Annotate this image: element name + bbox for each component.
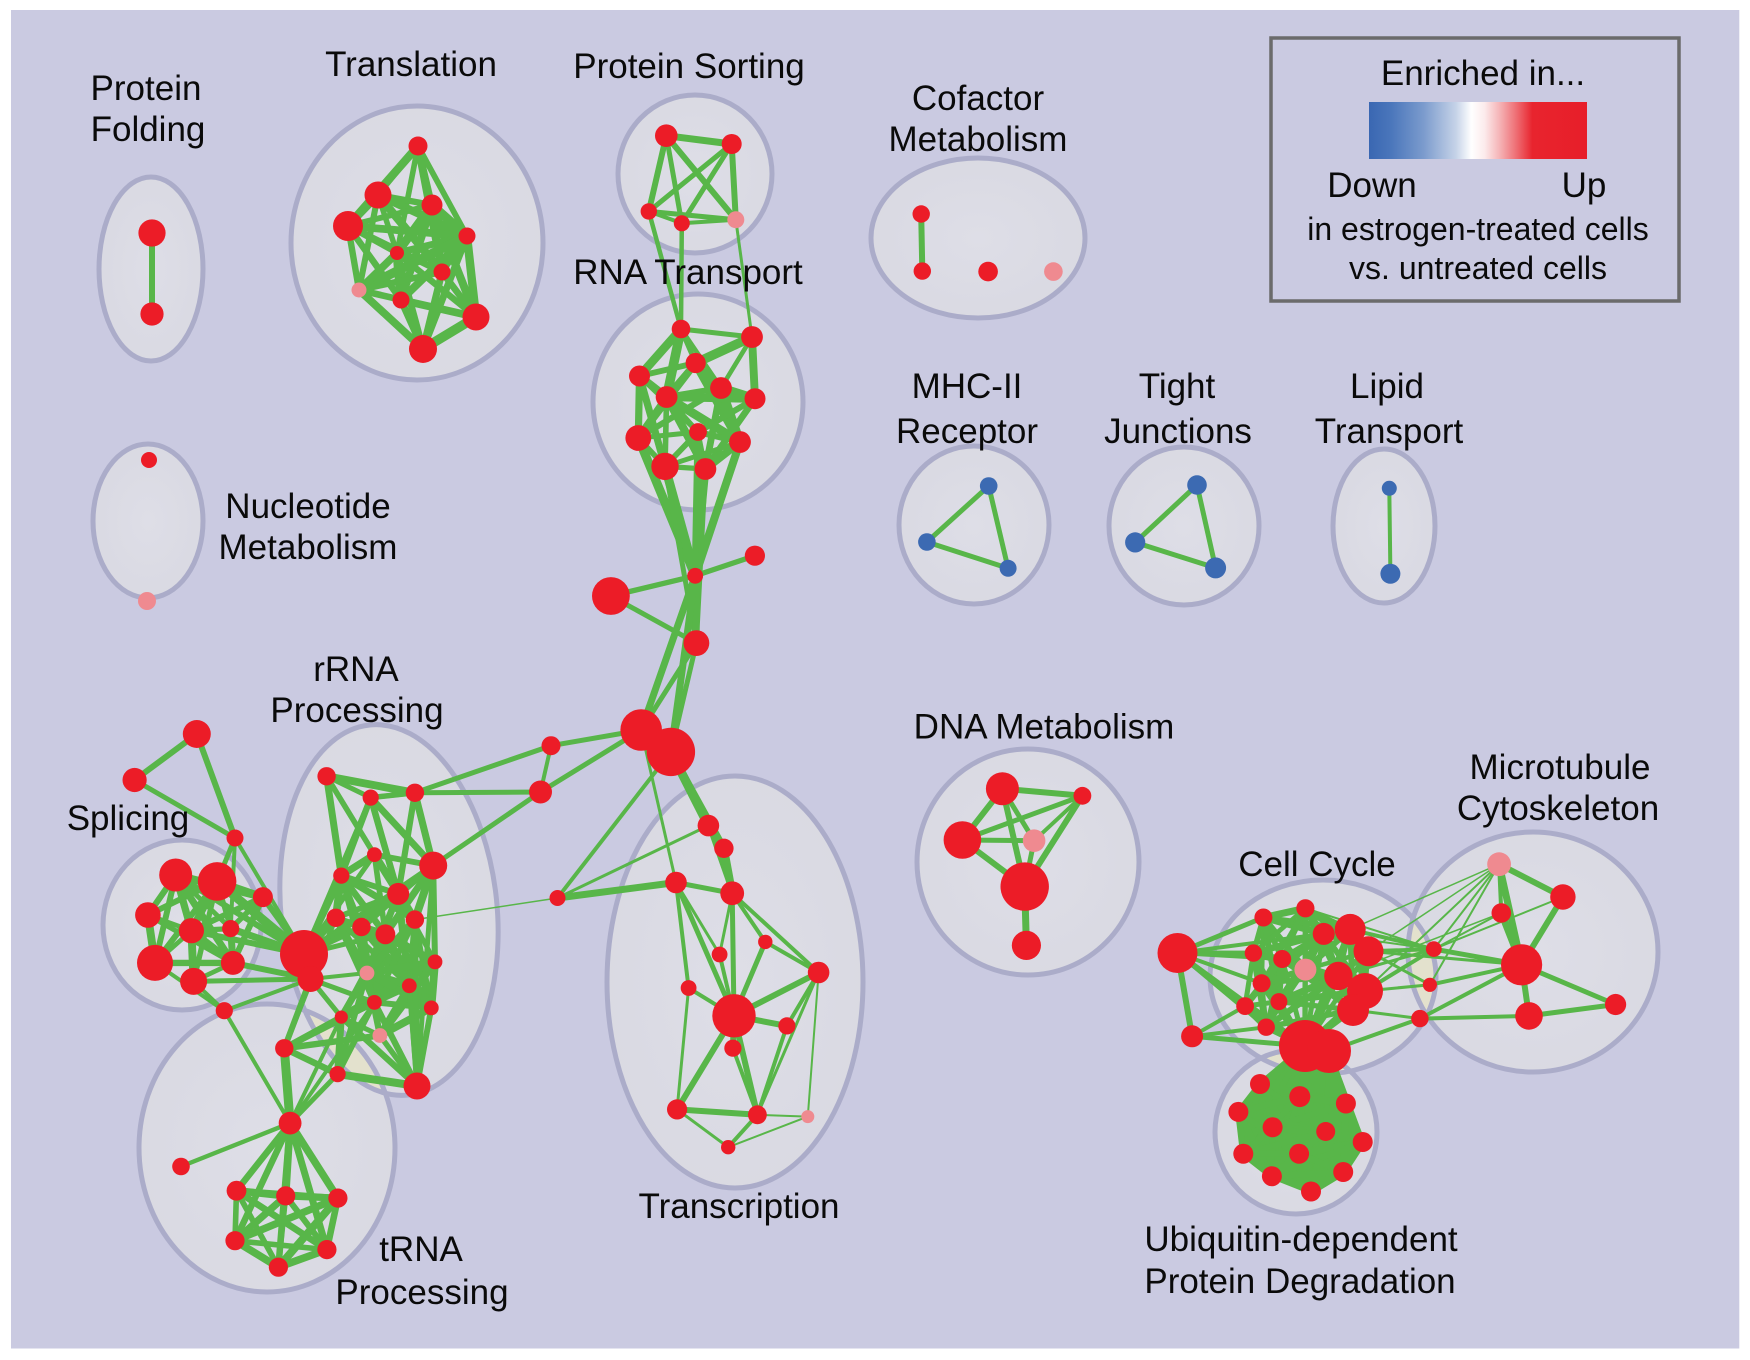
svg-text:Transcription: Transcription [639,1187,840,1226]
svg-text:Transport: Transport [1315,412,1464,451]
svg-text:Splicing: Splicing [67,799,190,838]
svg-text:vs. untreated cells: vs. untreated cells [1349,250,1607,286]
svg-text:Cytoskeleton: Cytoskeleton [1457,789,1659,828]
svg-text:Protein Sorting: Protein Sorting [573,47,805,86]
svg-text:Up: Up [1562,166,1607,205]
svg-text:tRNA: tRNA [379,1230,463,1269]
svg-text:Metabolism: Metabolism [219,528,398,567]
svg-text:Lipid: Lipid [1350,367,1424,406]
svg-text:MHC-II: MHC-II [912,367,1023,406]
svg-text:Receptor: Receptor [896,412,1038,451]
svg-text:Protein Degradation: Protein Degradation [1144,1262,1455,1301]
svg-text:RNA Transport: RNA Transport [573,253,803,292]
svg-text:Folding: Folding [91,110,206,149]
svg-text:Protein: Protein [91,69,202,108]
svg-text:Junctions: Junctions [1104,412,1252,451]
svg-text:Ubiquitin-dependent: Ubiquitin-dependent [1144,1220,1458,1259]
svg-text:Cell Cycle: Cell Cycle [1238,845,1396,884]
svg-text:Processing: Processing [335,1273,508,1312]
svg-text:Metabolism: Metabolism [889,120,1068,159]
svg-text:in estrogen-treated cells: in estrogen-treated cells [1307,211,1649,247]
svg-text:Tight: Tight [1139,367,1216,406]
svg-text:Enriched in...: Enriched in... [1381,54,1585,93]
svg-text:rRNA: rRNA [313,650,399,689]
svg-text:Nucleotide: Nucleotide [225,487,390,526]
svg-text:Down: Down [1327,166,1416,205]
svg-text:Processing: Processing [270,691,443,730]
svg-text:DNA Metabolism: DNA Metabolism [914,708,1175,747]
svg-text:Cofactor: Cofactor [912,79,1045,118]
svg-text:Translation: Translation [325,45,497,84]
svg-text:Microtubule: Microtubule [1470,748,1651,787]
